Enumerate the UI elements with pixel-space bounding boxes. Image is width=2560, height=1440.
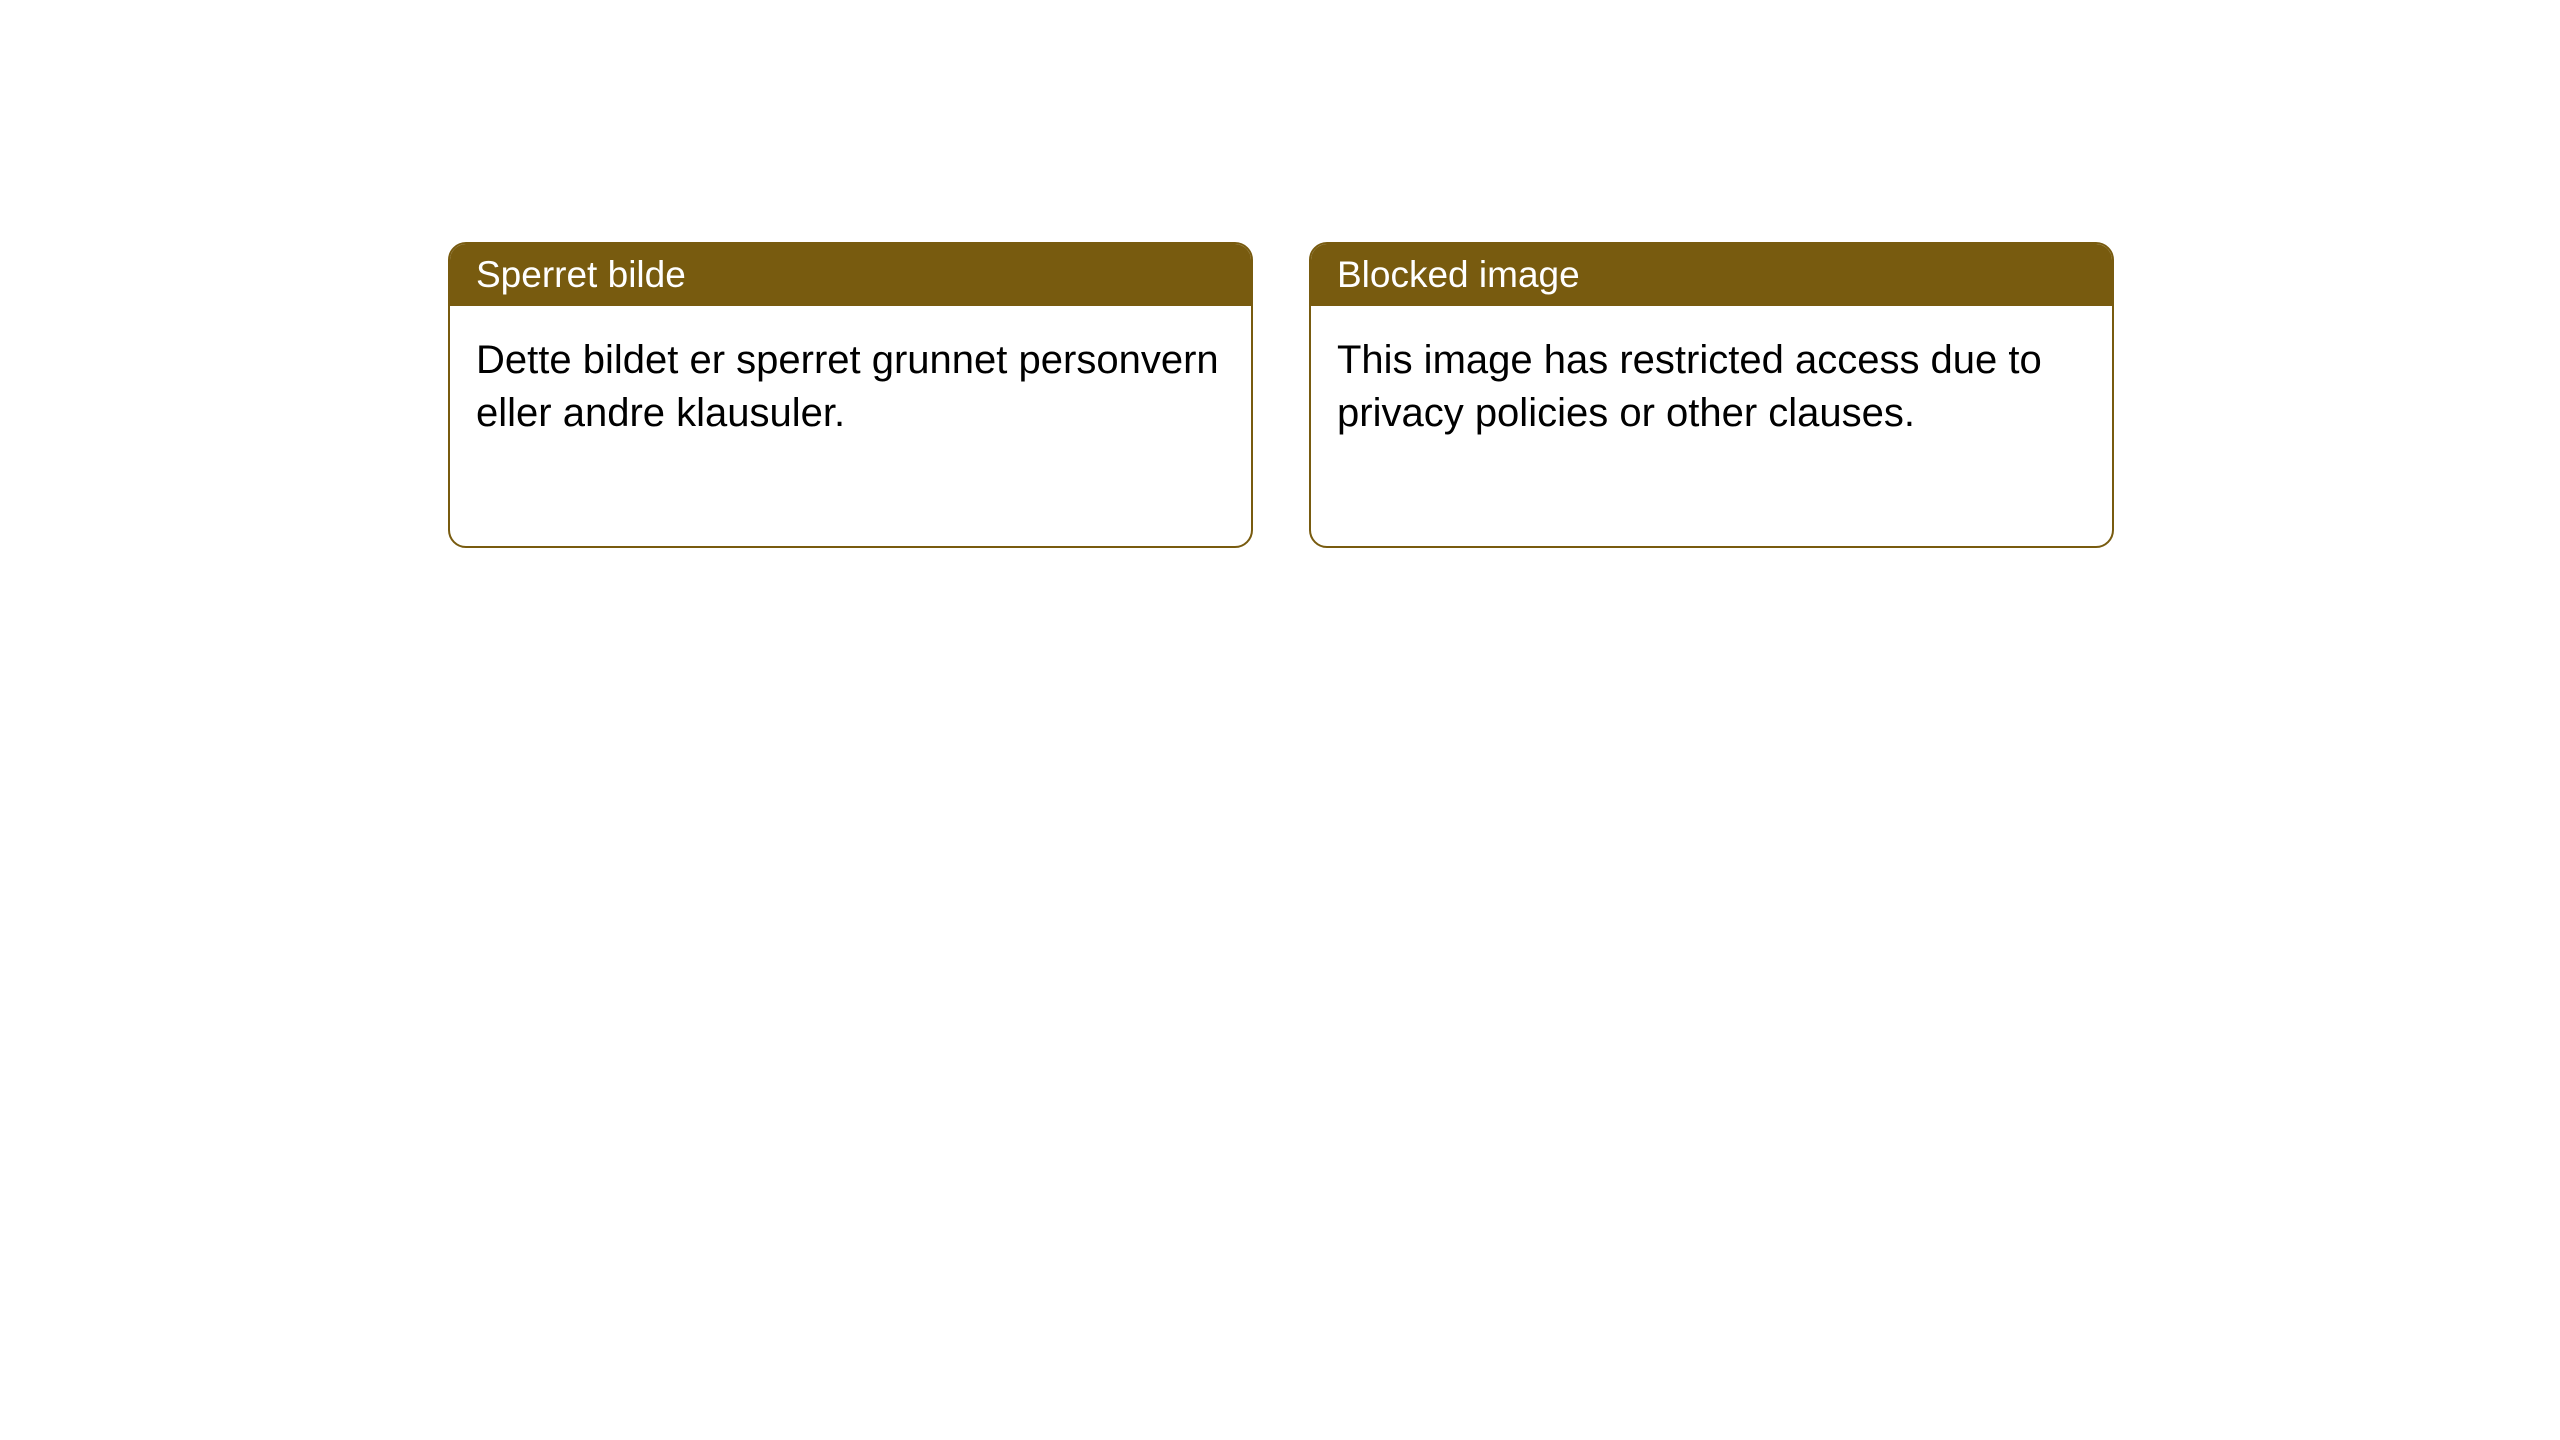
notice-body-text: Dette bildet er sperret grunnet personve… (476, 338, 1219, 435)
notice-title: Sperret bilde (476, 254, 686, 295)
notice-header: Blocked image (1311, 244, 2112, 306)
notice-body-text: This image has restricted access due to … (1337, 338, 2042, 435)
notice-body: Dette bildet er sperret grunnet personve… (450, 306, 1251, 546)
notice-header: Sperret bilde (450, 244, 1251, 306)
notice-card-english: Blocked image This image has restricted … (1309, 242, 2114, 548)
notice-card-norwegian: Sperret bilde Dette bildet er sperret gr… (448, 242, 1253, 548)
notice-title: Blocked image (1337, 254, 1580, 295)
notice-container: Sperret bilde Dette bildet er sperret gr… (0, 0, 2560, 548)
notice-body: This image has restricted access due to … (1311, 306, 2112, 546)
